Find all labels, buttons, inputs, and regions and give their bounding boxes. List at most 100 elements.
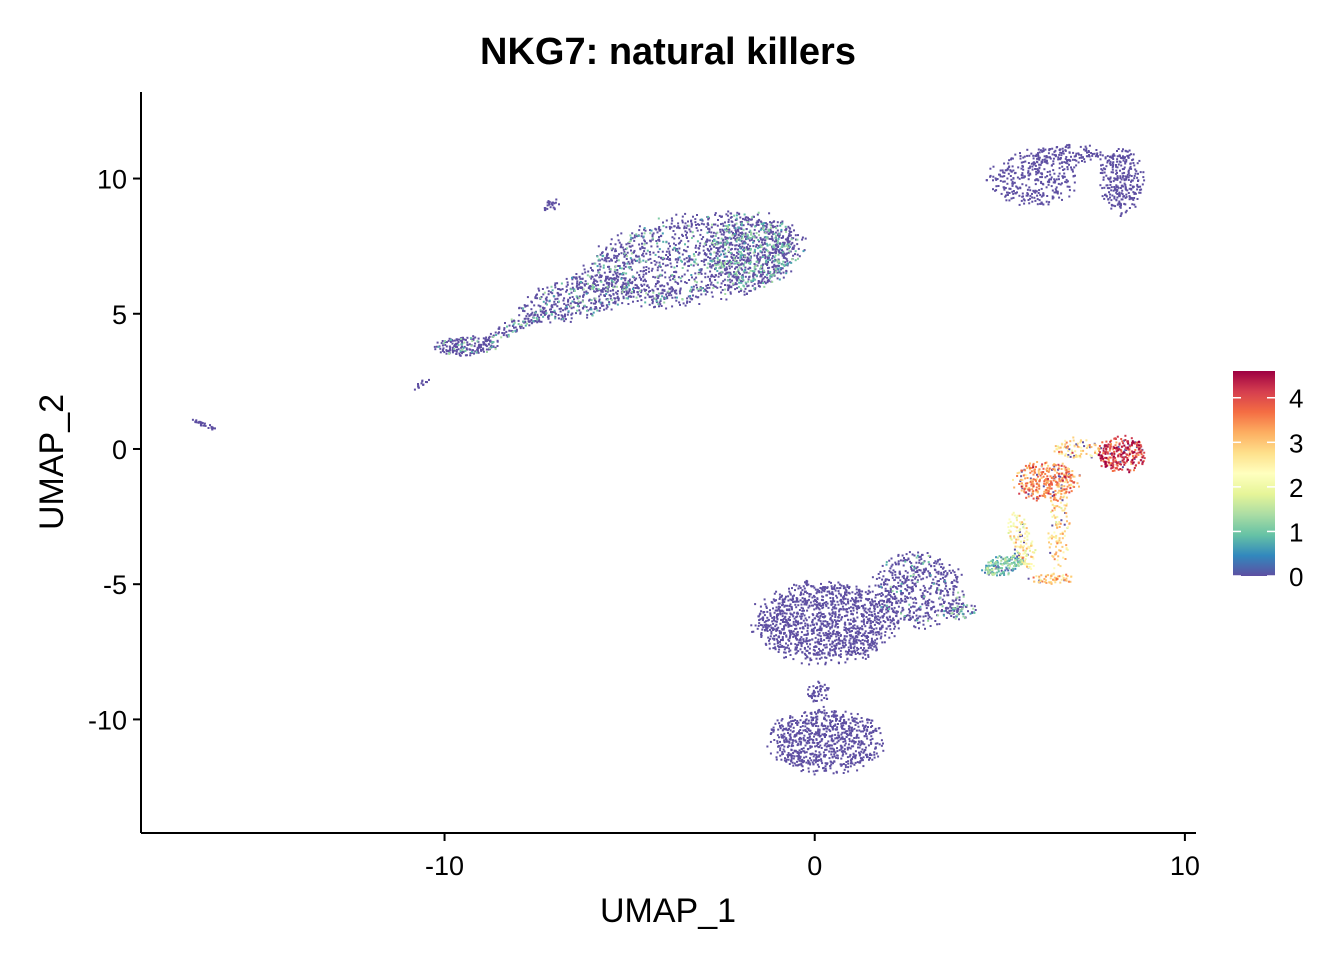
cell-point [760, 280, 763, 283]
cell-point [962, 593, 965, 596]
cell-point [800, 737, 803, 740]
cell-point [831, 611, 834, 614]
cell-point [857, 627, 859, 630]
cell-point [850, 650, 853, 653]
cell-point [868, 644, 871, 647]
cell-point [716, 250, 719, 253]
cell-point [795, 734, 798, 737]
cell-point [884, 583, 887, 586]
cell-point [767, 272, 770, 275]
cell-point [1115, 191, 1118, 194]
cell-point [648, 290, 650, 293]
cell-point [747, 216, 749, 219]
cell-point [681, 215, 684, 218]
cell-point [816, 653, 819, 656]
cell-point [628, 290, 631, 293]
cell-point [1051, 153, 1054, 156]
cell-point [709, 270, 712, 273]
cell-point [832, 629, 835, 632]
cell-point [794, 253, 796, 256]
cell-point [948, 612, 951, 615]
cell-point [1047, 203, 1050, 206]
cell-point [1126, 189, 1129, 192]
cell-point [731, 224, 734, 227]
cell-point [829, 632, 832, 635]
cell-point [766, 630, 769, 632]
cell-point [769, 635, 772, 638]
cell-point [681, 253, 684, 256]
cell-point [702, 236, 705, 239]
cell-point [797, 620, 799, 623]
cell-point [818, 643, 821, 646]
cell-point [823, 769, 826, 772]
cell-point [1037, 155, 1040, 157]
cell-point [721, 260, 724, 263]
cell-point [870, 637, 873, 640]
cell-point [1031, 168, 1034, 171]
cell-point [820, 650, 823, 653]
cell-point [557, 314, 560, 316]
cell-point [871, 576, 874, 579]
cell-point [477, 351, 480, 354]
cell-point [821, 652, 824, 655]
cell-point [893, 627, 896, 630]
cell-point [456, 342, 459, 345]
cell-point [550, 304, 553, 307]
cell-point [713, 276, 716, 278]
cell-point [895, 602, 898, 605]
cell-point [788, 609, 791, 612]
cell-point [783, 745, 786, 748]
cell-point [613, 277, 616, 280]
cell-point [869, 591, 872, 594]
cell-point [725, 266, 728, 269]
cell-point [623, 255, 626, 258]
cell-point [1124, 178, 1127, 181]
cell-point [1112, 204, 1115, 207]
cell-point [518, 314, 521, 317]
cell-point [858, 596, 861, 599]
cell-point [760, 634, 763, 637]
cell-point [787, 599, 790, 602]
cell-point [761, 628, 764, 631]
cell-point [814, 711, 816, 714]
cell-point [1129, 162, 1132, 165]
cell-point [867, 608, 870, 611]
cell-point [868, 613, 871, 616]
cell-point [798, 730, 800, 733]
cell-point [828, 612, 831, 615]
cell-point [623, 277, 626, 280]
cell-point [657, 250, 660, 253]
cell-point [954, 574, 957, 576]
cell-point [830, 659, 833, 662]
cell-point [1012, 177, 1015, 180]
cell-point [706, 287, 709, 289]
cell-point [942, 566, 945, 569]
cell-point [642, 252, 645, 255]
cell-point [667, 242, 670, 245]
cell-point [594, 306, 597, 308]
cell-point [765, 620, 767, 623]
cell-point [681, 235, 684, 237]
cell-point [728, 267, 731, 270]
cell-point [658, 229, 661, 232]
cell-point [830, 626, 833, 629]
cell-point [1099, 172, 1102, 174]
cell-point [736, 251, 738, 254]
cell-point [848, 623, 851, 626]
cell-point [1117, 148, 1120, 150]
cell-point [606, 305, 609, 308]
cell-point [807, 722, 810, 725]
cell-point [858, 754, 861, 757]
cell-point [746, 248, 749, 251]
cell-point [653, 297, 656, 300]
cell-point [1123, 182, 1126, 185]
cell-point [829, 626, 832, 629]
cell-point [654, 285, 657, 288]
cell-point [827, 651, 830, 654]
cell-point [1127, 179, 1130, 181]
cell-point [844, 621, 847, 624]
cell-point [564, 308, 567, 311]
cell-point [750, 238, 753, 241]
cell-point [964, 605, 967, 608]
cell-point [640, 277, 643, 280]
